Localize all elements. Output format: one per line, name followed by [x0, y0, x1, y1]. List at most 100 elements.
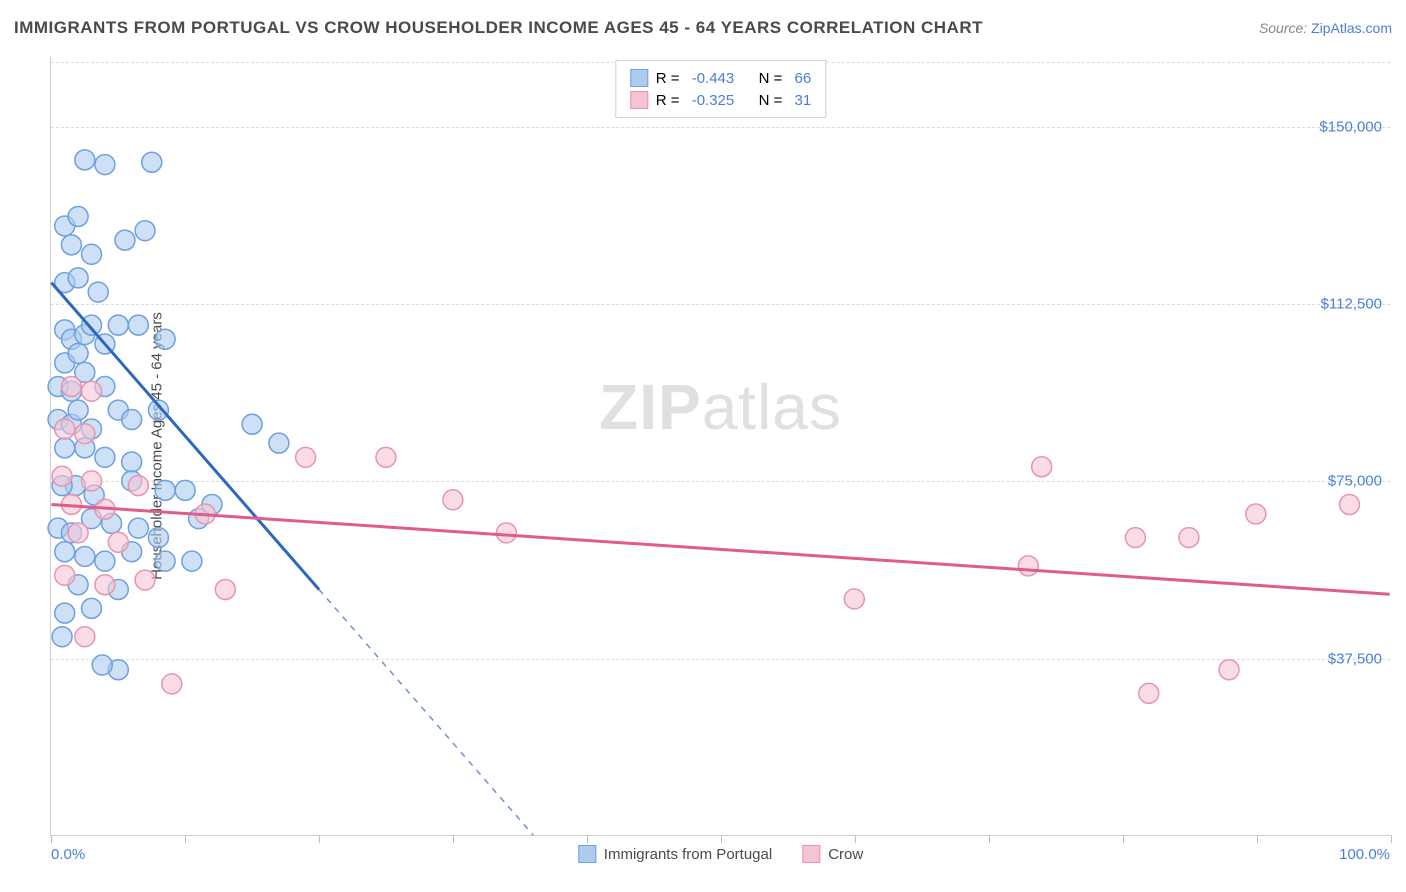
x-axis-label-right: 100.0% [1339, 846, 1390, 863]
source-link[interactable]: ZipAtlas.com [1311, 20, 1392, 36]
legend-r-value: -0.443 [692, 70, 735, 87]
scatter-point [128, 315, 148, 335]
scatter-point [82, 471, 102, 491]
scatter-point [443, 490, 463, 510]
legend-n-value: 31 [795, 92, 812, 109]
scatter-point [135, 221, 155, 241]
scatter-point [1032, 457, 1052, 477]
legend-n-label: N = [759, 70, 787, 87]
scatter-point [95, 155, 115, 175]
scatter-point [155, 551, 175, 571]
scatter-point [82, 381, 102, 401]
scatter-point [844, 589, 864, 609]
scatter-point [68, 523, 88, 543]
scatter-point [75, 546, 95, 566]
scatter-point [95, 447, 115, 467]
scatter-point [75, 627, 95, 647]
source: Source: ZipAtlas.com [1259, 20, 1392, 36]
x-tick [185, 835, 186, 843]
x-axis-label-left: 0.0% [51, 846, 85, 863]
scatter-point [1246, 504, 1266, 524]
scatter-point [55, 419, 75, 439]
scatter-point [61, 235, 81, 255]
scatter-point [95, 551, 115, 571]
scatter-point [122, 410, 142, 430]
scatter-point [128, 518, 148, 538]
scatter-point [108, 532, 128, 552]
swatch-icon [802, 845, 820, 863]
scatter-point [75, 150, 95, 170]
scatter-point [296, 447, 316, 467]
scatter-point [376, 447, 396, 467]
scatter-point [95, 575, 115, 595]
scatter-point [175, 480, 195, 500]
chart-area: Householder Income Ages 45 - 64 years ZI… [50, 56, 1390, 836]
scatter-point [68, 400, 88, 420]
legend-n-value: 66 [795, 70, 812, 87]
scatter-point [61, 376, 81, 396]
swatch-icon [630, 91, 648, 109]
legend-label: Immigrants from Portugal [604, 846, 772, 863]
scatter-point [1340, 495, 1360, 515]
scatter-point [75, 424, 95, 444]
scatter-point [55, 603, 75, 623]
scatter-point [162, 674, 182, 694]
scatter-point [496, 523, 516, 543]
scatter-point [82, 244, 102, 264]
scatter-point [128, 476, 148, 496]
x-tick [1391, 835, 1392, 843]
trend-line [51, 505, 1389, 595]
scatter-point [108, 315, 128, 335]
trend-line-extrapolated [319, 589, 533, 835]
scatter-point [142, 152, 162, 172]
scatter-point [68, 343, 88, 363]
x-tick [1123, 835, 1124, 843]
x-tick [721, 835, 722, 843]
legend-n-label: N = [759, 92, 787, 109]
x-tick [989, 835, 990, 843]
scatter-point [1018, 556, 1038, 576]
legend-label: Crow [828, 846, 863, 863]
scatter-point [82, 315, 102, 335]
scatter-point [155, 480, 175, 500]
chart-title: IMMIGRANTS FROM PORTUGAL VS CROW HOUSEHO… [14, 18, 983, 38]
legend-row-series-1: R = -0.325 N = 31 [630, 89, 811, 111]
x-tick [1257, 835, 1258, 843]
scatter-point [155, 329, 175, 349]
scatter-point [68, 207, 88, 227]
scatter-point [135, 570, 155, 590]
x-tick [453, 835, 454, 843]
scatter-point [215, 580, 235, 600]
scatter-point [52, 627, 72, 647]
legend-r-label: R = [656, 92, 684, 109]
scatter-point [55, 438, 75, 458]
legend-bottom: Immigrants from Portugal Crow [578, 845, 863, 863]
swatch-icon [630, 69, 648, 87]
x-tick [319, 835, 320, 843]
legend-item-series-0: Immigrants from Portugal [578, 845, 772, 863]
header: IMMIGRANTS FROM PORTUGAL VS CROW HOUSEHO… [14, 18, 1392, 38]
x-tick [51, 835, 52, 843]
scatter-point [68, 268, 88, 288]
source-label: Source: [1259, 20, 1311, 36]
scatter-point [148, 528, 168, 548]
legend-r-value: -0.325 [692, 92, 735, 109]
scatter-point [1219, 660, 1239, 680]
scatter-point [115, 230, 135, 250]
scatter-point [55, 565, 75, 585]
scatter-point [1179, 528, 1199, 548]
scatter-point [122, 452, 142, 472]
scatter-point [92, 655, 112, 675]
scatter-point [182, 551, 202, 571]
x-tick [587, 835, 588, 843]
scatter-point [1139, 683, 1159, 703]
legend-row-series-0: R = -0.443 N = 66 [630, 67, 811, 89]
scatter-point [1125, 528, 1145, 548]
scatter-point [269, 433, 289, 453]
swatch-icon [578, 845, 596, 863]
scatter-point [52, 466, 72, 486]
legend-top: R = -0.443 N = 66 R = -0.325 N = 31 [615, 60, 826, 118]
scatter-point [242, 414, 262, 434]
legend-r-label: R = [656, 70, 684, 87]
legend-item-series-1: Crow [802, 845, 863, 863]
